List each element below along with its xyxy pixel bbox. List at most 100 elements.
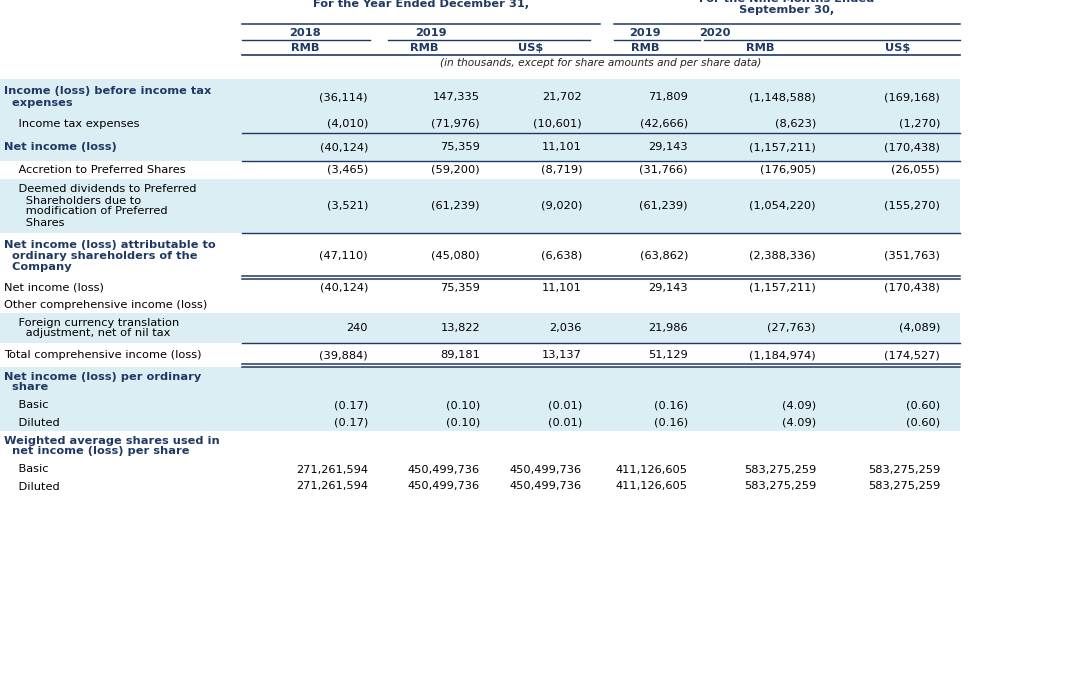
Text: modification of Preferred: modification of Preferred xyxy=(4,206,168,217)
Text: (61,239): (61,239) xyxy=(432,201,480,211)
Text: 450,499,736: 450,499,736 xyxy=(408,481,480,492)
Text: (31,766): (31,766) xyxy=(640,165,688,175)
Text: RMB: RMB xyxy=(410,43,438,53)
Text: (61,239): (61,239) xyxy=(640,201,688,211)
Text: (0.10): (0.10) xyxy=(446,401,480,411)
Text: expenses: expenses xyxy=(4,98,73,107)
Text: (8,719): (8,719) xyxy=(541,165,582,175)
Text: (1,184,974): (1,184,974) xyxy=(750,350,816,360)
Text: 583,275,259: 583,275,259 xyxy=(868,481,940,492)
Text: 11,101: 11,101 xyxy=(542,142,582,152)
Text: 147,335: 147,335 xyxy=(433,92,480,102)
Text: Diluted: Diluted xyxy=(4,481,60,492)
Text: (4,010): (4,010) xyxy=(327,119,368,129)
Text: 29,143: 29,143 xyxy=(649,283,688,293)
Text: 450,499,736: 450,499,736 xyxy=(510,481,582,492)
Text: (in thousands, except for share amounts and per share data): (in thousands, except for share amounts … xyxy=(440,58,762,68)
Text: (1,270): (1,270) xyxy=(898,119,940,129)
Text: 450,499,736: 450,499,736 xyxy=(408,464,480,475)
Text: 11,101: 11,101 xyxy=(542,283,582,293)
Text: (71,976): (71,976) xyxy=(432,119,480,129)
Text: Basic: Basic xyxy=(4,464,48,475)
Text: 13,822: 13,822 xyxy=(440,323,480,333)
Text: 51,129: 51,129 xyxy=(649,350,688,360)
Text: 21,702: 21,702 xyxy=(543,92,582,102)
Text: (3,521): (3,521) xyxy=(327,201,368,211)
Text: 71,809: 71,809 xyxy=(649,92,688,102)
Text: Net income (loss) per ordinary: Net income (loss) per ordinary xyxy=(4,371,202,382)
Text: 411,126,605: 411,126,605 xyxy=(616,464,688,475)
Text: (59,200): (59,200) xyxy=(432,165,480,175)
Text: Net income (loss): Net income (loss) xyxy=(4,142,117,152)
Text: (39,884): (39,884) xyxy=(319,350,368,360)
Text: 89,181: 89,181 xyxy=(440,350,480,360)
Text: 75,359: 75,359 xyxy=(440,283,480,293)
Text: For the Year Ended December 31,: For the Year Ended December 31, xyxy=(313,0,529,9)
Text: (170,438): (170,438) xyxy=(884,283,940,293)
Text: (6,638): (6,638) xyxy=(541,251,582,261)
Text: (0.16): (0.16) xyxy=(654,418,688,428)
Text: Net income (loss) attributable to: Net income (loss) attributable to xyxy=(4,240,216,250)
Text: US$: US$ xyxy=(519,43,544,53)
Text: (0.60): (0.60) xyxy=(906,418,940,428)
Text: (42,666): (42,666) xyxy=(640,119,688,129)
Text: (47,110): (47,110) xyxy=(319,251,368,261)
Text: (3,465): (3,465) xyxy=(327,165,368,175)
Text: 2020: 2020 xyxy=(700,28,730,38)
Text: 29,143: 29,143 xyxy=(649,142,688,152)
Text: (1,157,211): (1,157,211) xyxy=(749,283,816,293)
Text: (26,055): (26,055) xyxy=(892,165,940,175)
Text: (170,438): (170,438) xyxy=(884,142,940,152)
Text: adjustment, net of nil tax: adjustment, net of nil tax xyxy=(4,329,170,339)
Text: ordinary shareholders of the: ordinary shareholders of the xyxy=(4,251,197,261)
Text: (0.01): (0.01) xyxy=(548,401,582,411)
Text: (0.17): (0.17) xyxy=(334,401,368,411)
Text: 2019: 2019 xyxy=(629,28,661,38)
Bar xyxy=(0,313,960,343)
Text: For the Nine Months Ended: For the Nine Months Ended xyxy=(700,0,874,4)
Text: Company: Company xyxy=(4,262,72,272)
Text: (1,054,220): (1,054,220) xyxy=(750,201,816,211)
Text: RMB: RMB xyxy=(291,43,319,53)
Text: September 30,: September 30, xyxy=(739,5,835,15)
Text: (155,270): (155,270) xyxy=(884,201,940,211)
Text: (4.09): (4.09) xyxy=(782,401,816,411)
Text: (2,388,336): (2,388,336) xyxy=(750,251,816,261)
Text: (40,124): (40,124) xyxy=(319,142,368,152)
Bar xyxy=(0,79,960,115)
Text: (10,601): (10,601) xyxy=(533,119,582,129)
Bar xyxy=(0,179,960,233)
Bar xyxy=(0,397,960,414)
Text: 271,261,594: 271,261,594 xyxy=(296,464,368,475)
Text: 583,275,259: 583,275,259 xyxy=(743,481,816,492)
Text: (4.09): (4.09) xyxy=(782,418,816,428)
Text: (0.17): (0.17) xyxy=(334,418,368,428)
Text: (174,527): (174,527) xyxy=(884,350,940,360)
Text: (9,020): (9,020) xyxy=(541,201,582,211)
Text: 583,275,259: 583,275,259 xyxy=(743,464,816,475)
Bar xyxy=(0,115,960,133)
Text: (8,623): (8,623) xyxy=(775,119,816,129)
Text: share: share xyxy=(4,382,48,392)
Text: (169,168): (169,168) xyxy=(884,92,940,102)
Text: US$: US$ xyxy=(885,43,910,53)
Text: Deemed dividends to Preferred: Deemed dividends to Preferred xyxy=(4,185,196,194)
Text: (27,763): (27,763) xyxy=(767,323,816,333)
Bar xyxy=(0,133,960,161)
Bar xyxy=(0,367,960,397)
Text: (0.10): (0.10) xyxy=(446,418,480,428)
Text: Income (loss) before income tax: Income (loss) before income tax xyxy=(4,86,211,96)
Text: Total comprehensive income (loss): Total comprehensive income (loss) xyxy=(4,350,202,360)
Text: (351,763): (351,763) xyxy=(884,251,940,261)
Text: 2018: 2018 xyxy=(289,28,320,38)
Text: Foreign currency translation: Foreign currency translation xyxy=(4,318,179,327)
Text: Net income (loss): Net income (loss) xyxy=(4,283,104,293)
Text: Basic: Basic xyxy=(4,401,48,411)
Text: (0.16): (0.16) xyxy=(654,401,688,411)
Text: Shareholders due to: Shareholders due to xyxy=(4,196,142,206)
Text: 240: 240 xyxy=(347,323,368,333)
Text: (1,157,211): (1,157,211) xyxy=(749,142,816,152)
Text: 411,126,605: 411,126,605 xyxy=(616,481,688,492)
Text: (45,080): (45,080) xyxy=(432,251,480,261)
Text: 75,359: 75,359 xyxy=(440,142,480,152)
